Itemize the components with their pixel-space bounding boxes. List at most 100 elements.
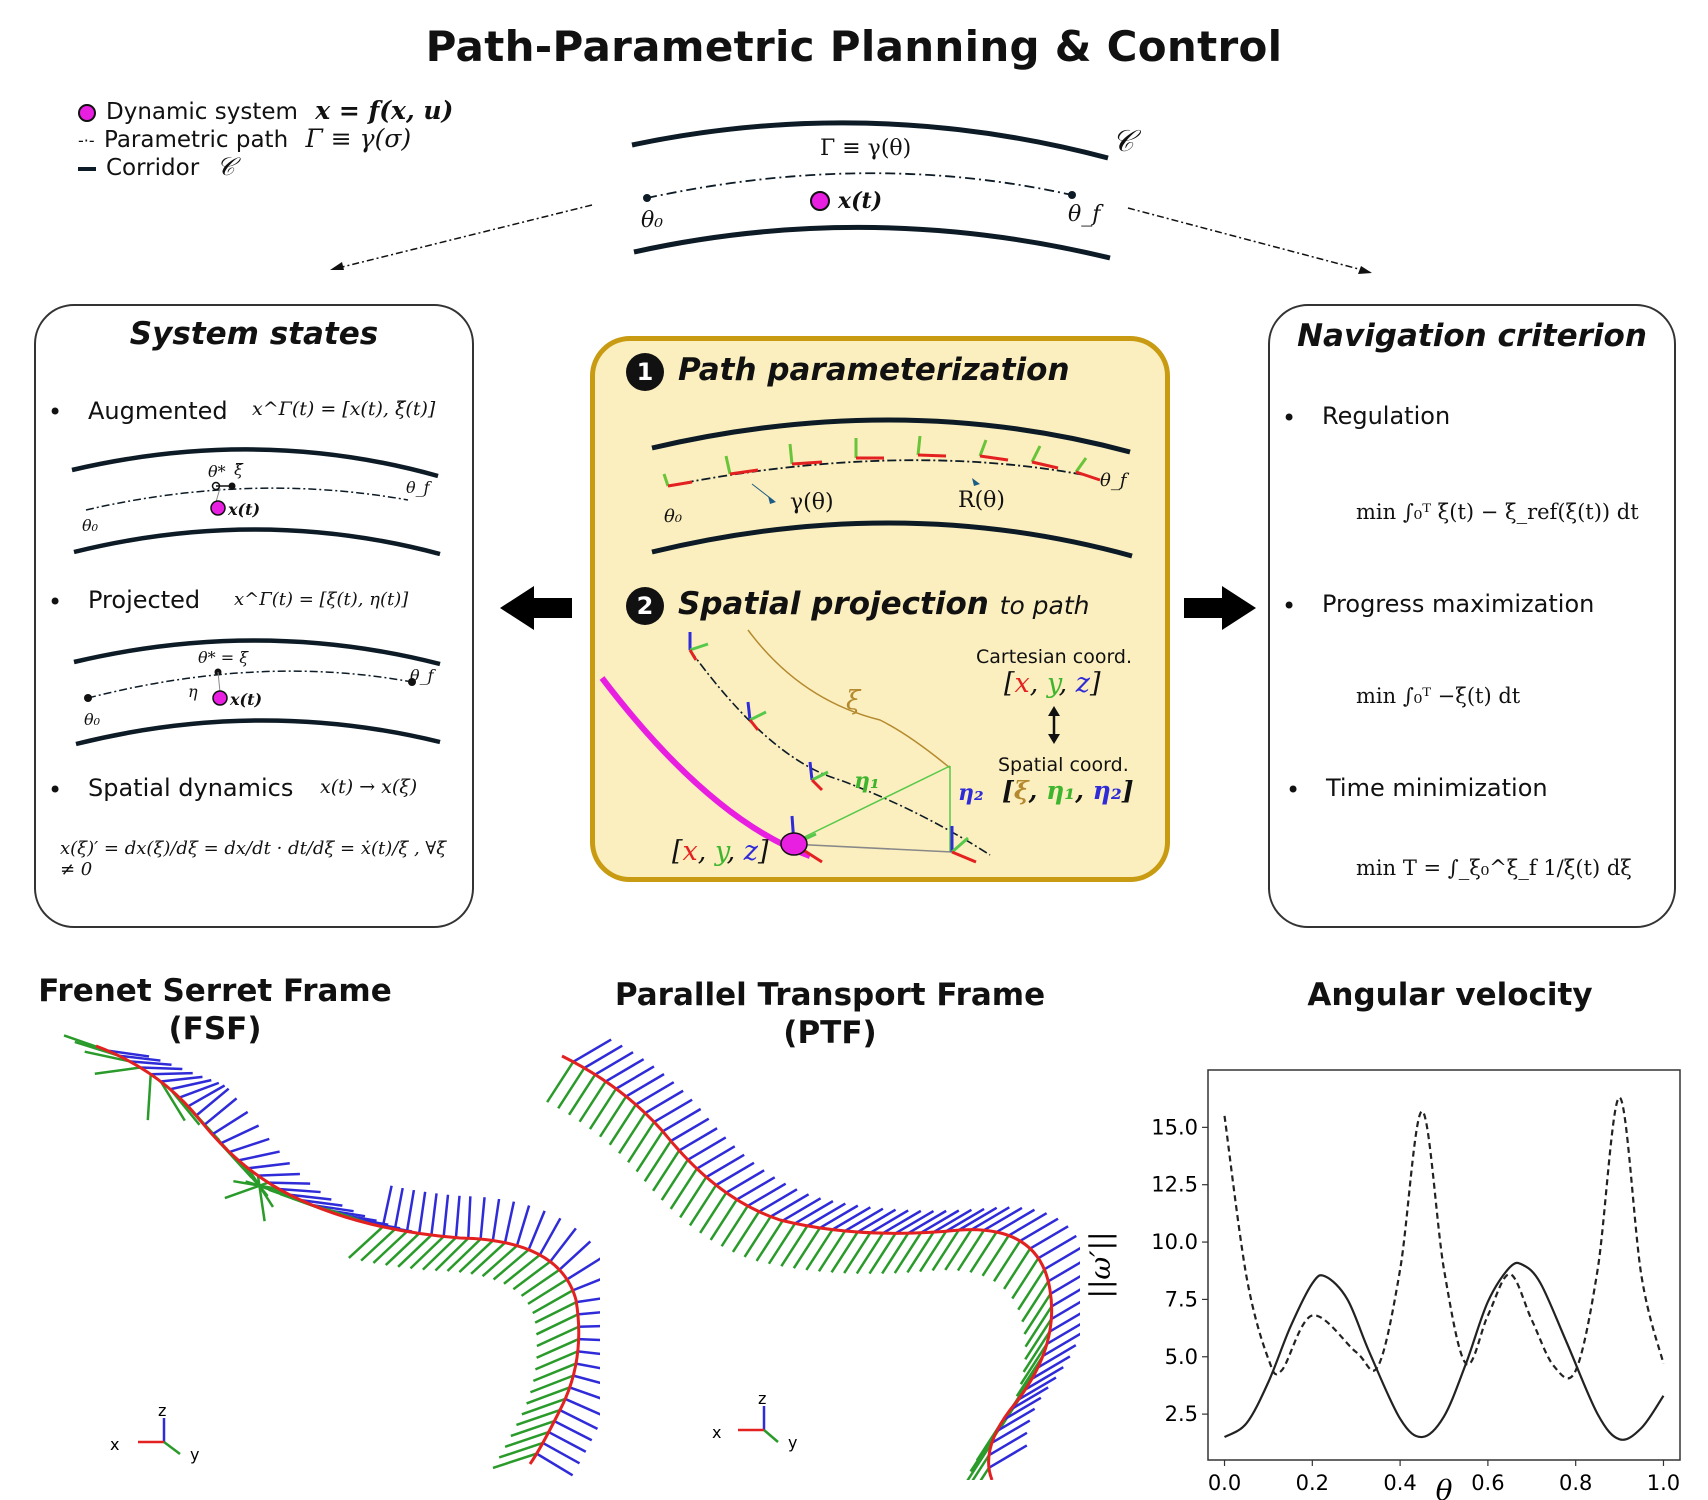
ptf-frame-blue-20 (758, 1188, 798, 1213)
ptf-frame-blue-12 (678, 1127, 718, 1152)
ptf-frame-green-27 (817, 1230, 847, 1272)
fsf-frame-green-3 (84, 1050, 130, 1063)
center-theta0: θ₀ (664, 506, 683, 527)
fsf-frame-green-5 (146, 1074, 152, 1121)
ptf-frame-blue-25 (819, 1204, 859, 1230)
ptf-frame-green-8 (618, 1112, 647, 1155)
ptf-frame-blue-61 (988, 1444, 1028, 1469)
step2-title: Spatial projection (678, 586, 989, 622)
ptf-frame-blue-53 (1031, 1355, 1071, 1380)
projected-label: Projected (88, 586, 201, 614)
ptf-frame-green-4 (578, 1080, 607, 1123)
ptf-frame-green-11 (643, 1140, 672, 1182)
augmented-formula: x^Γ(t) = [x(t), ξ̃(t)] (252, 398, 436, 420)
ptf-frame-green-3 (567, 1073, 597, 1116)
ptf-frame-green-5 (588, 1088, 618, 1130)
fsf-frame-green-54 (521, 1397, 566, 1416)
ptf-frame-green-42 (1003, 1247, 1032, 1290)
fsf-frame-blue-51 (575, 1362, 600, 1370)
fsf-frame-green-37 (458, 1239, 494, 1274)
spatial-xi-eta: [ξ, η₁, η₂] (1002, 776, 1134, 805)
ptf-axis-x: x (712, 1423, 721, 1442)
fsf-frame-blue-49 (578, 1337, 600, 1342)
y-tick-label-0: 2.5 (1165, 1402, 1198, 1426)
ptf-frame-green-19 (720, 1205, 749, 1247)
fsf-axis-y: y (190, 1445, 199, 1464)
progress-formula: min ∫₀ᵀ −ξ(t) dt (1356, 684, 1521, 708)
fsf-frame-green-49 (536, 1337, 580, 1359)
fsf-frame-blue-36 (479, 1197, 486, 1240)
center-panel (590, 336, 1170, 882)
augmented-thetaf: θ_f (406, 478, 430, 497)
fsf-frame-green-53 (526, 1386, 571, 1405)
x-tick-label-1: 0.2 (1296, 1471, 1329, 1495)
dashdot-line-icon: -·- (78, 131, 95, 150)
ptf-frame-green-16 (688, 1184, 718, 1227)
ptf-frame-green-45 (1021, 1280, 1050, 1323)
ptf-frame-green-61 (979, 1467, 990, 1480)
x-tick-label-0: 0.0 (1208, 1471, 1241, 1495)
augmented-theta0: θ₀ (82, 516, 99, 535)
fsf-frame-blue-42 (549, 1227, 577, 1263)
fsf-illustration: z x y (63, 1034, 600, 1477)
ptf-frame-blue-26 (831, 1206, 871, 1231)
ptf-frame-green-39 (969, 1231, 998, 1274)
fsf-frame-green-29 (360, 1228, 396, 1262)
ptf-axes-icon (738, 1406, 779, 1443)
ptf-frame-green-14 (669, 1167, 698, 1210)
ptf-frame-blue-31 (894, 1209, 935, 1235)
fsf-frame-blue-54 (564, 1397, 600, 1416)
ptf-frame-green-22 (755, 1219, 784, 1262)
angular-velocity-chart: 0.0 0.2 0.4 0.6 0.8 1.02.55.07.510.012.515.0 … (1084, 1069, 1681, 1500)
ptf-frame-green-48 (1024, 1318, 1053, 1361)
right-arrow-icon (1184, 586, 1256, 630)
legend: Dynamic system x = f(x, u) -·- Parametric… (78, 96, 498, 181)
legend-item-dynamic: Dynamic system x = f(x, u) (78, 96, 498, 125)
ptf-frame-blue-39 (995, 1208, 1036, 1234)
ptf-frame-blue-2 (583, 1044, 623, 1070)
ptf-frame-green-24 (780, 1225, 809, 1267)
ptf-frame-blue-43 (1037, 1234, 1077, 1260)
ptf-frame-blue-18 (736, 1176, 776, 1201)
ptf-frame-blue-52 (1037, 1344, 1077, 1369)
ptf-frame-blue-34 (932, 1208, 973, 1234)
fsf-frame-blue-47 (577, 1311, 600, 1316)
fsf-frame-blue-40 (527, 1210, 546, 1251)
fsf-frame-blue-48 (578, 1324, 600, 1328)
ptf-axis-z: z (758, 1389, 766, 1408)
ptf-frame-blue-51 (1042, 1332, 1080, 1357)
ptf-frame-green-20 (731, 1210, 761, 1253)
fsf-title: Frenet Serret Frame (FSF) (38, 973, 392, 1047)
ptf-frame-blue-55 (1017, 1376, 1057, 1401)
ptf-frame-blue-38 (983, 1206, 1023, 1232)
x-tick-label-4: 0.8 (1559, 1471, 1592, 1495)
ptf-frame-blue-47 (1050, 1288, 1080, 1308)
ptf-frame-blue-9 (653, 1098, 693, 1124)
ptf-frame-blue-44 (1043, 1246, 1080, 1271)
magenta-dot-icon (78, 103, 96, 122)
ptf-frame-green-40 (981, 1234, 1010, 1277)
path-label: Γ ≡ γ(θ) (820, 136, 912, 161)
series-line-solid (1223, 1261, 1665, 1441)
ptf-frame-green-60 (971, 1454, 991, 1480)
fsf-frame-blue-44 (566, 1257, 600, 1281)
y-axis-label: ||ω′|| (1084, 1232, 1117, 1299)
x-tick-label-2: 0.4 (1383, 1471, 1416, 1495)
fsf-frame-blue-16 (247, 1162, 290, 1170)
time-formula: min T = ∫_ξ₀^ξ_f 1/ξ̇(t) dξ (1356, 856, 1632, 880)
fsf-frame-blue-18 (268, 1181, 311, 1185)
navigation-criterion-panel: Navigation criterion (1268, 304, 1676, 928)
ptf-frame-green-7 (608, 1103, 637, 1146)
fsf-frame-blue-35 (467, 1196, 472, 1239)
ptf-frame-green-59 (966, 1442, 993, 1480)
bullet-spatial: • (48, 776, 63, 804)
fsf-frame-blue-56 (553, 1419, 593, 1442)
ptf-frame-green-37 (944, 1228, 973, 1271)
y-tick-label-2: 7.5 (1165, 1287, 1198, 1311)
ptf-frame-green-6 (598, 1095, 628, 1138)
fsf-frame-blue-11 (203, 1097, 238, 1127)
fsf-frame-green-44 (527, 1278, 568, 1305)
fsf-frame-green-46 (534, 1301, 577, 1324)
ptf-frame-green-25 (792, 1227, 821, 1269)
ptf-frame-green-9 (627, 1121, 656, 1163)
